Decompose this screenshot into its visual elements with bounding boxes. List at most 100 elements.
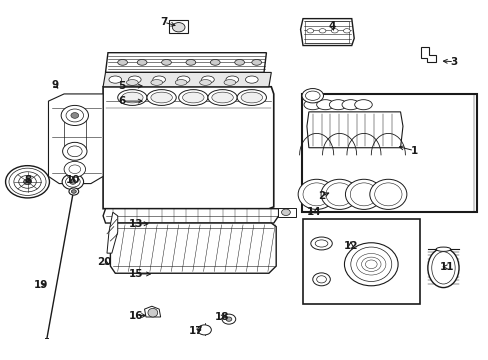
Ellipse shape bbox=[365, 260, 376, 269]
Ellipse shape bbox=[356, 253, 385, 275]
Ellipse shape bbox=[431, 252, 454, 284]
Ellipse shape bbox=[341, 100, 359, 110]
Ellipse shape bbox=[199, 80, 211, 85]
Ellipse shape bbox=[148, 309, 158, 317]
Ellipse shape bbox=[172, 23, 184, 32]
Ellipse shape bbox=[137, 59, 147, 65]
Ellipse shape bbox=[71, 113, 79, 118]
Polygon shape bbox=[306, 112, 402, 148]
Ellipse shape bbox=[19, 175, 36, 188]
Ellipse shape bbox=[207, 90, 237, 105]
Ellipse shape bbox=[312, 273, 330, 286]
Ellipse shape bbox=[118, 59, 127, 65]
Bar bbox=[303, 220, 419, 304]
Bar bbox=[305, 22, 348, 43]
Polygon shape bbox=[105, 53, 266, 72]
Ellipse shape bbox=[66, 109, 83, 122]
Ellipse shape bbox=[241, 92, 262, 103]
Ellipse shape bbox=[62, 174, 83, 190]
Ellipse shape bbox=[354, 100, 371, 110]
Ellipse shape bbox=[128, 76, 141, 83]
Ellipse shape bbox=[344, 243, 397, 286]
Ellipse shape bbox=[303, 183, 330, 206]
Ellipse shape bbox=[177, 76, 189, 83]
Text: 17: 17 bbox=[188, 326, 203, 336]
Polygon shape bbox=[103, 87, 273, 209]
Text: 11: 11 bbox=[439, 262, 453, 272]
Text: 14: 14 bbox=[306, 207, 321, 217]
Ellipse shape bbox=[310, 237, 331, 250]
Ellipse shape bbox=[71, 190, 76, 193]
Polygon shape bbox=[300, 19, 353, 45]
Polygon shape bbox=[103, 72, 271, 87]
Text: 1: 1 bbox=[410, 145, 417, 156]
Ellipse shape bbox=[306, 29, 313, 33]
Ellipse shape bbox=[349, 183, 377, 206]
Ellipse shape bbox=[304, 100, 321, 110]
Text: 4: 4 bbox=[328, 21, 335, 31]
Ellipse shape bbox=[69, 188, 79, 195]
Polygon shape bbox=[107, 212, 118, 253]
Ellipse shape bbox=[126, 80, 138, 85]
Ellipse shape bbox=[61, 105, 88, 126]
Ellipse shape bbox=[330, 29, 337, 33]
Ellipse shape bbox=[435, 247, 450, 251]
Text: 6: 6 bbox=[118, 96, 125, 106]
Text: 12: 12 bbox=[343, 241, 357, 251]
Ellipse shape bbox=[161, 59, 171, 65]
Text: 8: 8 bbox=[24, 175, 31, 185]
Ellipse shape bbox=[9, 168, 46, 195]
Text: 3: 3 bbox=[449, 57, 457, 67]
Ellipse shape bbox=[62, 142, 87, 160]
Bar bbox=[168, 20, 188, 33]
Ellipse shape bbox=[185, 59, 195, 65]
Text: 5: 5 bbox=[118, 81, 125, 91]
Ellipse shape bbox=[427, 248, 458, 288]
Ellipse shape bbox=[316, 276, 326, 283]
Ellipse shape bbox=[315, 240, 327, 247]
Text: 20: 20 bbox=[97, 257, 111, 267]
Polygon shape bbox=[103, 209, 278, 223]
Ellipse shape bbox=[281, 209, 290, 216]
Ellipse shape bbox=[237, 90, 266, 105]
Text: 2: 2 bbox=[317, 191, 325, 201]
Text: 19: 19 bbox=[33, 280, 48, 290]
Text: 9: 9 bbox=[52, 80, 59, 90]
Ellipse shape bbox=[298, 179, 334, 210]
Ellipse shape bbox=[345, 179, 382, 210]
Ellipse shape bbox=[23, 179, 31, 185]
Ellipse shape bbox=[5, 166, 49, 198]
Ellipse shape bbox=[69, 179, 76, 184]
Ellipse shape bbox=[245, 76, 258, 83]
Ellipse shape bbox=[234, 59, 244, 65]
Ellipse shape bbox=[251, 59, 261, 65]
Text: 16: 16 bbox=[129, 311, 143, 320]
Text: 10: 10 bbox=[65, 175, 80, 185]
Ellipse shape bbox=[65, 176, 80, 187]
Ellipse shape bbox=[201, 76, 214, 83]
Ellipse shape bbox=[225, 317, 231, 321]
Ellipse shape bbox=[109, 76, 122, 83]
Ellipse shape bbox=[211, 92, 233, 103]
Text: 7: 7 bbox=[160, 17, 167, 27]
Ellipse shape bbox=[319, 29, 325, 33]
Polygon shape bbox=[277, 208, 295, 217]
Ellipse shape bbox=[182, 92, 203, 103]
Polygon shape bbox=[110, 223, 276, 273]
Ellipse shape bbox=[305, 91, 320, 100]
Ellipse shape bbox=[329, 100, 346, 110]
Ellipse shape bbox=[14, 172, 41, 192]
Ellipse shape bbox=[118, 90, 147, 105]
Polygon shape bbox=[420, 47, 435, 62]
Polygon shape bbox=[48, 94, 103, 184]
Ellipse shape bbox=[122, 92, 143, 103]
Text: 15: 15 bbox=[129, 269, 143, 279]
Ellipse shape bbox=[374, 183, 401, 206]
Ellipse shape bbox=[224, 80, 235, 85]
Text: 13: 13 bbox=[129, 219, 143, 229]
Ellipse shape bbox=[350, 247, 391, 282]
Ellipse shape bbox=[302, 89, 323, 103]
Ellipse shape bbox=[210, 59, 220, 65]
Polygon shape bbox=[144, 306, 160, 317]
Ellipse shape bbox=[361, 257, 380, 271]
